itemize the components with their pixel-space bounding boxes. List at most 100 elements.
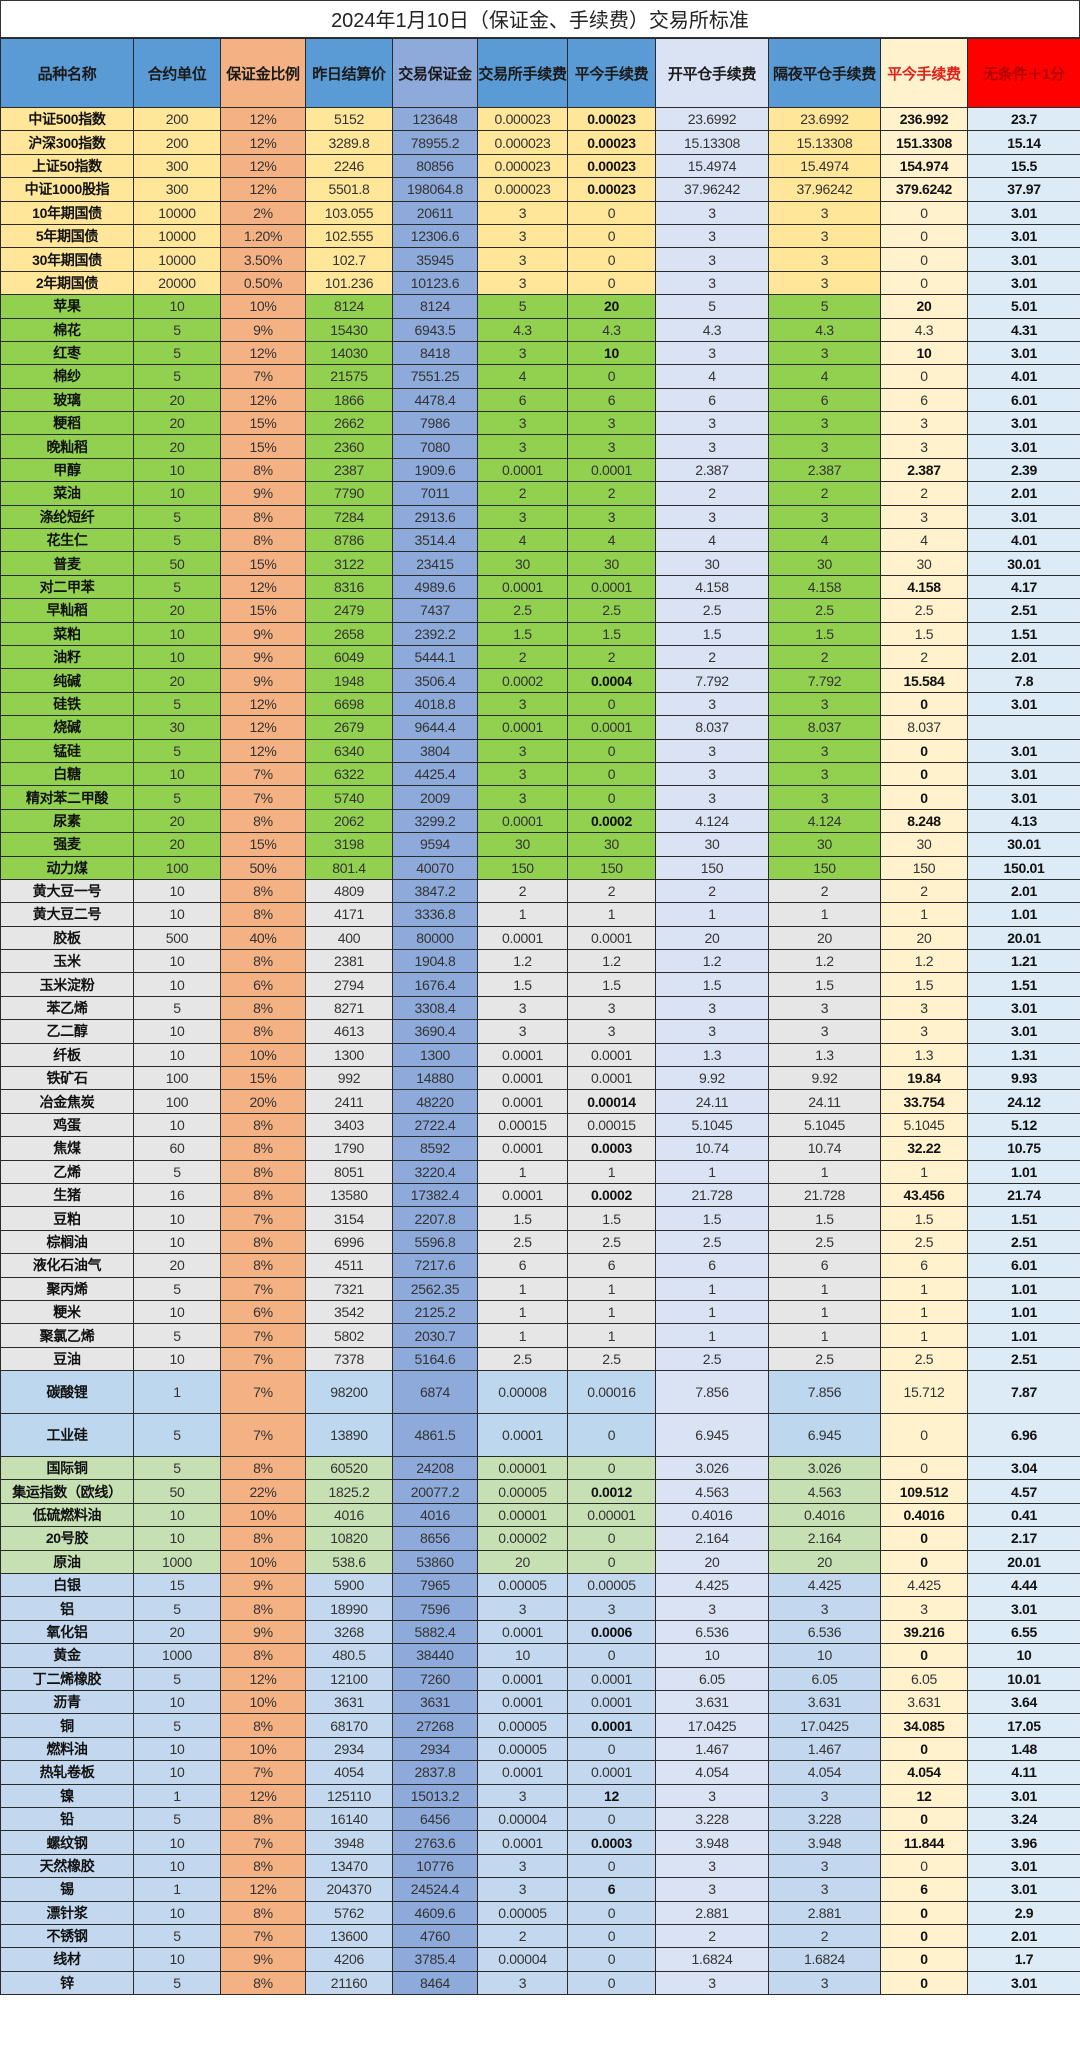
cell-close-today-fee: 0.00015 <box>567 1112 656 1138</box>
cell-overnight-close-fee: 9.92 <box>768 1066 881 1091</box>
cell-close-today-total: 0 <box>880 738 968 763</box>
cell-close-today-total: 0.4016 <box>880 1502 968 1528</box>
table-row: 纯碱 20 9% 1948 3506.4 0.0002 0.0004 7.792 7.792 15… <box>0 668 1080 693</box>
table-row: 镍 1 12% 125110 15013.2 3 12 3 3 12 3.01 <box>0 1783 1080 1808</box>
cell-open-close-fee: 1.467 <box>655 1736 769 1762</box>
cell-close-today-fee: 0 <box>567 691 656 717</box>
cell-margin-ratio: 8% <box>220 1019 306 1044</box>
cell-exchange-fee: 3 <box>477 995 568 1021</box>
cell-trade-margin: 3514.4 <box>392 528 478 553</box>
cell-plus-one-fee: 2.01 <box>967 878 1080 904</box>
cell-open-close-fee: 21.728 <box>655 1182 769 1208</box>
cell-exchange-fee: 2.5 <box>477 1346 568 1372</box>
cell-margin-ratio: 8% <box>220 1253 306 1278</box>
cell-settle-price: 68170 <box>305 1713 393 1738</box>
cell-name: 乙烯 <box>0 1159 134 1184</box>
cell-close-today-total: 6 <box>880 1253 968 1278</box>
cell-overnight-close-fee: 1.5 <box>768 621 881 646</box>
cell-overnight-close-fee: 20 <box>768 925 881 951</box>
cell-close-today-fee: 2 <box>567 481 656 506</box>
cell-overnight-close-fee: 3.948 <box>768 1830 881 1855</box>
cell-exchange-fee: 3 <box>477 270 568 296</box>
cell-contract-unit: 10 <box>133 1830 221 1855</box>
cell-close-today-fee: 1 <box>567 902 656 927</box>
cell-contract-unit: 10000 <box>133 200 221 225</box>
cell-open-close-fee: 1.5 <box>655 972 769 997</box>
cell-plus-one-fee: 23.7 <box>967 106 1080 132</box>
cell-plus-one-fee: 3.01 <box>967 223 1080 249</box>
cell-name: 尿素 <box>0 808 134 834</box>
cell-open-close-fee: 1.5 <box>655 621 769 646</box>
cell-settle-price: 204370 <box>305 1877 393 1902</box>
cell-margin-ratio: 12% <box>220 574 306 600</box>
cell-close-today-total: 1 <box>880 1159 968 1184</box>
cell-close-today-total: 3 <box>880 411 968 436</box>
table-row: 线材 10 9% 4206 3785.4 0.00004 0 1.6824 1.6824 0 1.7 <box>0 1947 1080 1972</box>
cell-close-today-fee: 0.0003 <box>567 1136 656 1161</box>
cell-name: 集运指数（欧线） <box>0 1479 134 1504</box>
cell-plus-one-fee: 2.01 <box>967 481 1080 506</box>
cell-overnight-close-fee: 1.3 <box>768 1042 881 1068</box>
cell-close-today-total: 2 <box>880 878 968 904</box>
cell-exchange-fee: 3 <box>477 1970 568 1996</box>
cell-margin-ratio: 12% <box>220 387 306 413</box>
cell-overnight-close-fee: 1 <box>768 902 881 927</box>
cell-close-today-total: 19.84 <box>880 1066 968 1091</box>
cell-settle-price: 6049 <box>305 644 393 670</box>
cell-settle-price: 16140 <box>305 1806 393 1832</box>
cell-trade-margin: 80000 <box>392 925 478 951</box>
cell-name: 沥青 <box>0 1689 134 1715</box>
cell-overnight-close-fee: 3.026 <box>768 1456 881 1481</box>
cell-open-close-fee: 5.1045 <box>655 1112 769 1138</box>
cell-plus-one-fee: 3.01 <box>967 785 1080 810</box>
cell-margin-ratio: 10% <box>220 294 306 319</box>
table-row: 黄金 1000 8% 480.5 38440 10 0 10 10 0 10 <box>0 1643 1080 1668</box>
cell-contract-unit: 200 <box>133 130 221 155</box>
cell-margin-ratio: 8% <box>220 504 306 530</box>
cell-contract-unit: 5 <box>133 1276 221 1301</box>
cell-open-close-fee: 10 <box>655 1643 769 1668</box>
cell-trade-margin: 2207.8 <box>392 1206 478 1231</box>
cell-overnight-close-fee: 4 <box>768 364 881 389</box>
cell-open-close-fee: 15.4974 <box>655 153 769 179</box>
table-row: 原油 1000 10% 538.6 53860 20 0 20 20 0 20.01 <box>0 1549 1080 1575</box>
cell-margin-ratio: 15% <box>220 411 306 436</box>
cell-close-today-total: 0 <box>880 1970 968 1996</box>
cell-name: 对二甲苯 <box>0 574 134 600</box>
cell-plus-one-fee: 3.24 <box>967 1806 1080 1832</box>
cell-settle-price: 7378 <box>305 1346 393 1372</box>
cell-close-today-total: 109.512 <box>880 1479 968 1504</box>
cell-plus-one-fee: 3.01 <box>967 1970 1080 1996</box>
cell-name: 热轧卷板 <box>0 1760 134 1785</box>
cell-name: 棕榈油 <box>0 1229 134 1255</box>
table-row: 玻璃 20 12% 1866 4478.4 6 6 6 6 6 6.01 <box>0 387 1080 413</box>
cell-close-today-total: 0 <box>880 761 968 787</box>
cell-close-today-total: 1.5 <box>880 621 968 646</box>
cell-plus-one-fee: 10.75 <box>967 1136 1080 1161</box>
cell-settle-price: 5802 <box>305 1323 393 1348</box>
cell-margin-ratio: 8% <box>220 1853 306 1879</box>
cell-settle-price: 1825.2 <box>305 1479 393 1504</box>
cell-contract-unit: 1 <box>133 1783 221 1808</box>
cell-overnight-close-fee: 2.5 <box>768 598 881 623</box>
cell-settle-price: 4613 <box>305 1019 393 1044</box>
cell-exchange-fee: 0.0001 <box>477 1413 568 1458</box>
cell-close-today-total: 1.5 <box>880 972 968 997</box>
cell-close-today-fee: 2.5 <box>567 598 656 623</box>
cell-margin-ratio: 9% <box>220 1573 306 1598</box>
cell-margin-ratio: 7% <box>220 1206 306 1231</box>
cell-close-today-total: 39.216 <box>880 1619 968 1645</box>
cell-close-today-total: 3.631 <box>880 1689 968 1715</box>
cell-open-close-fee: 4.124 <box>655 808 769 834</box>
cell-close-today-fee: 2 <box>567 644 656 670</box>
cell-contract-unit: 5 <box>133 785 221 810</box>
cell-close-today-fee: 2 <box>567 878 656 904</box>
cell-close-today-total: 8.037 <box>880 715 968 740</box>
cell-close-today-fee: 0.0012 <box>567 1479 656 1504</box>
cell-contract-unit: 100 <box>133 1066 221 1091</box>
cell-margin-ratio: 7% <box>220 1923 306 1949</box>
cell-margin-ratio: 7% <box>220 1760 306 1785</box>
cell-name: 黄大豆二号 <box>0 902 134 927</box>
cell-name: 硅铁 <box>0 691 134 717</box>
cell-overnight-close-fee: 3.228 <box>768 1806 881 1832</box>
